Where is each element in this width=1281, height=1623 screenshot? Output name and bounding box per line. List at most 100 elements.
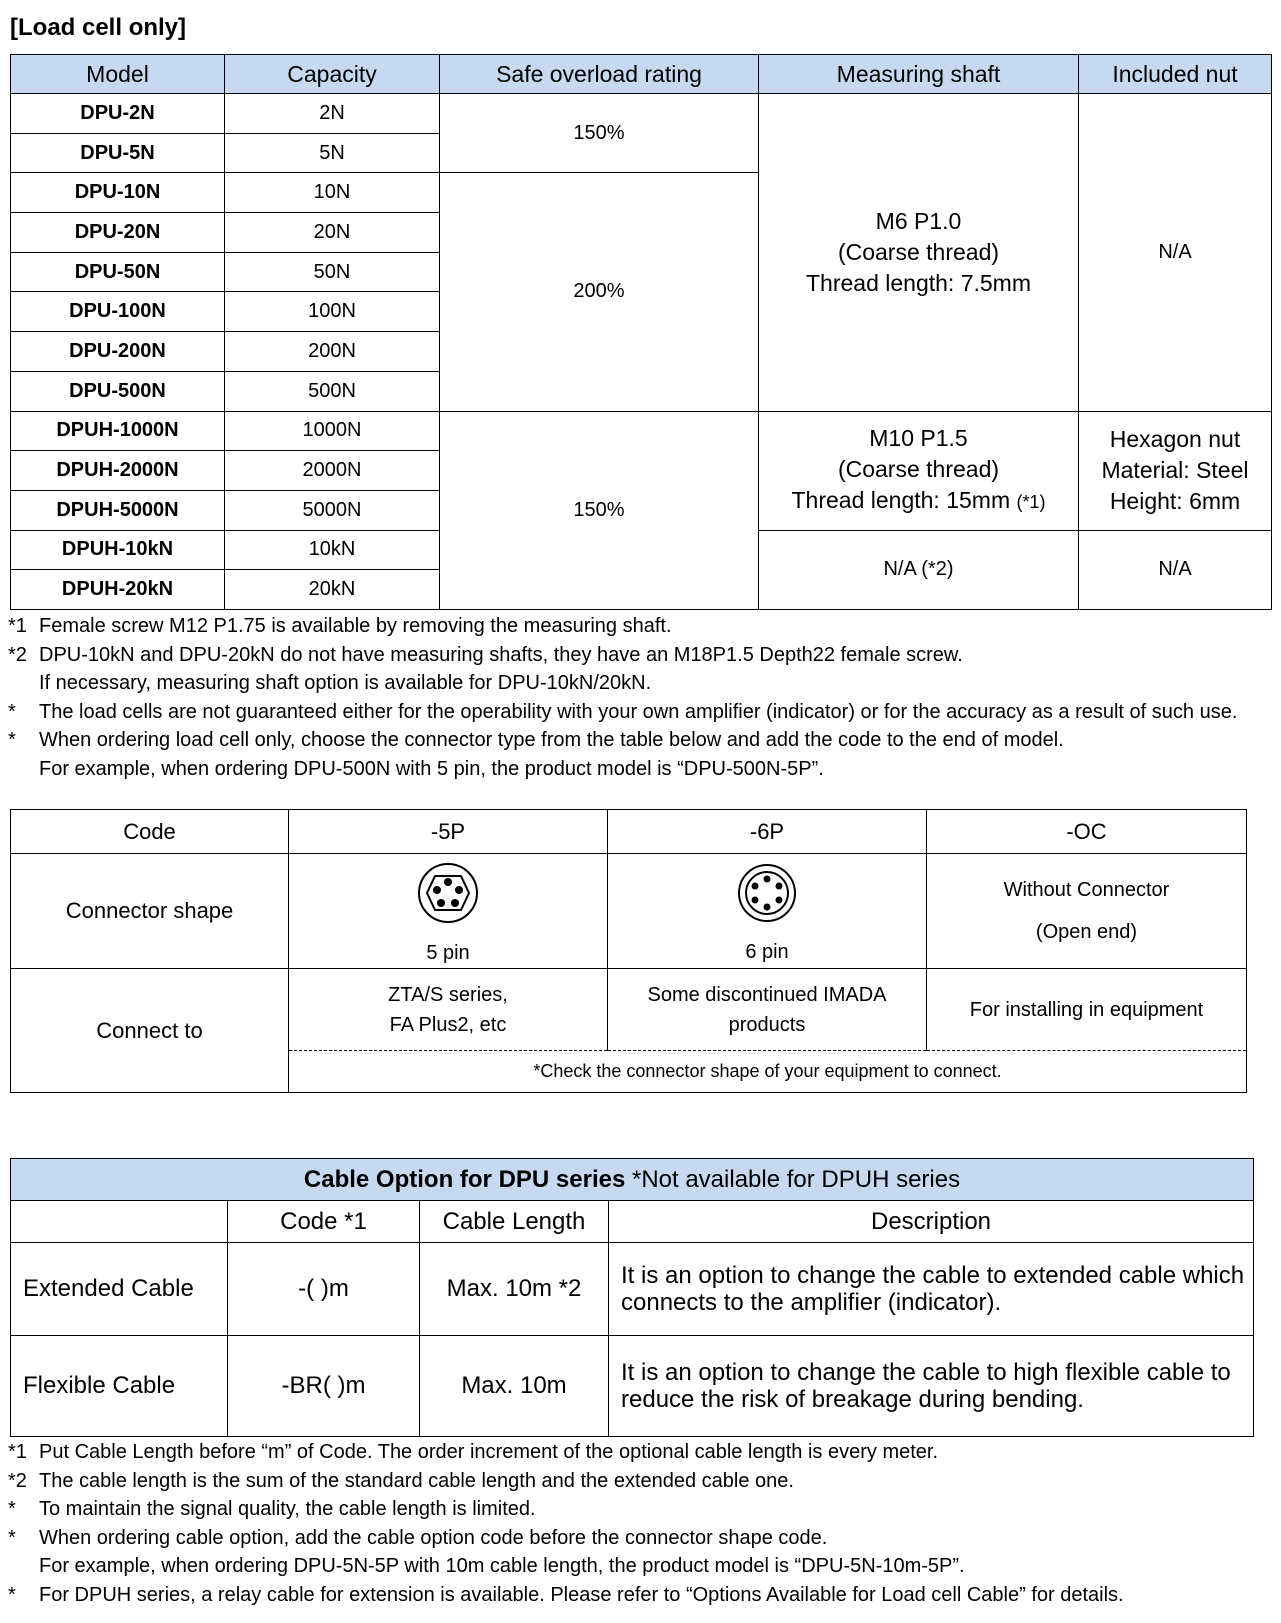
note-line: * The load cells are not guaranteed eithe… — [8, 698, 1237, 727]
note-mark: * — [8, 729, 16, 751]
col-header — [10, 1200, 228, 1243]
6-pin-label: 6 pin — [745, 941, 789, 963]
shape-oc-cell: Without Connector (Open end) — [926, 853, 1247, 969]
connect-label: Connect to — [10, 968, 289, 1093]
cable-option-table: Cable Option for DPU series *Not availab… — [9, 1158, 1255, 1437]
cable-name: Flexible Cable — [10, 1335, 228, 1437]
capacity-cell: 1000N — [224, 410, 440, 452]
5-pin-connector-icon — [418, 863, 478, 923]
overload-cell: 150% — [439, 410, 759, 610]
capacity-cell: 10N — [224, 172, 440, 214]
capacity-cell: 2000N — [224, 450, 440, 491]
table-row: DPU-5N 5N — [10, 132, 1272, 174]
cable-name: Extended Cable — [10, 1242, 228, 1336]
capacity-cell: 100N — [224, 291, 440, 333]
shaft-thread-length: Thread length: 15mm — [791, 487, 1011, 514]
note-mark: *2 — [8, 1469, 27, 1492]
note-line: *2 DPU-10kN and DPU-20kN do not have meas… — [8, 641, 1237, 670]
shape-label: Connector shape — [10, 853, 289, 969]
col-header: Description — [607, 1200, 1255, 1243]
note-text: When ordering cable option, add the cabl… — [39, 1526, 828, 1549]
model-cell: DPU-200N — [10, 331, 225, 372]
note-line: * When ordering load cell only, choose th… — [8, 726, 1237, 755]
note-line: * To maintain the signal quality, the cab… — [8, 1495, 1124, 1524]
code-oc: -OC — [926, 809, 1247, 854]
cable-code: -BR( )m — [227, 1335, 420, 1437]
table-row: DPU-200N 200N — [10, 331, 1272, 372]
nut-cell: N/A — [1078, 529, 1272, 610]
model-cell: DPUH-1000N — [10, 410, 225, 452]
table-row: DPU-10N 10N 200% — [10, 172, 1272, 412]
note-text: Female screw M12 P1.75 is available by r… — [39, 615, 672, 637]
note-text: The cable length is the sum of the stand… — [39, 1469, 794, 1492]
col-header: Model — [10, 54, 225, 94]
5-pin-label: 5 pin — [426, 942, 470, 964]
nut-cell: Hexagon nut Material: Steel Height: 6mm — [1078, 410, 1272, 531]
col-header: Included nut — [1078, 54, 1272, 94]
note-line: * For DPUH series, a relay cable for exte… — [8, 1581, 1124, 1610]
model-cell: DPUH-20kN — [10, 569, 225, 610]
code-label: Code — [10, 809, 289, 854]
code-row: Code -5P -6P -OC — [10, 809, 1247, 854]
connect-row: Connect to ZTA/S series, FA Plus2, etc So… — [10, 968, 1247, 1093]
oc-line2: (Open end) — [1035, 921, 1138, 943]
capacity-cell: 20N — [224, 212, 440, 253]
table-row: DPUH-10kN 10kN N/A (*2) N/A — [10, 529, 1272, 610]
table-row: DPU-20N 20N — [10, 212, 1272, 253]
note-mark: *1 — [8, 615, 27, 637]
connect-6p-cell: Some discontinued IMADA products — [607, 968, 927, 1051]
code-6p: -6P — [607, 809, 927, 854]
section-title: [Load cell only] — [10, 14, 187, 41]
note-line: For example, when ordering DPU-500N with… — [8, 755, 1237, 784]
col-header: Code *1 — [227, 1200, 420, 1243]
note-line: For example, when ordering DPU-5N-5P wit… — [8, 1552, 1124, 1581]
check-row: *Check the connector shape of your equip… — [11, 1050, 1247, 1093]
note-text: If necessary, measuring shaft option is … — [39, 672, 652, 694]
model-cell: DPU-500N — [10, 370, 225, 412]
nut-cell: N/A — [1078, 93, 1272, 412]
model-cell: DPU-5N — [10, 132, 225, 174]
note-mark: * — [8, 1498, 16, 1520]
table-row: DPU-50N 50N — [10, 251, 1272, 293]
check-note: *Check the connector shape of your equip… — [288, 1050, 1247, 1093]
table-row: Extended Cable -( )m Max. 10m *2 It is a… — [10, 1242, 1255, 1336]
code-5p: -5P — [288, 809, 608, 854]
shaft-line: M10 P1.5 — [869, 425, 968, 452]
table-header-row: Code *1 Cable Length Description — [10, 1200, 1255, 1243]
model-cell: DPU-100N — [10, 291, 225, 333]
title-row: Cable Option for DPU series *Not availab… — [9, 1158, 1255, 1201]
notes-cable: *1 Put Cable Length before “m” of Code. T… — [8, 1438, 1124, 1609]
capacity-cell: 5N — [224, 132, 440, 174]
model-cell: DPU-20N — [10, 212, 225, 253]
table-row: DPU-500N 500N — [10, 370, 1272, 412]
cable-desc: It is an option to change the cable to e… — [607, 1242, 1255, 1336]
note-mark: * — [8, 700, 16, 723]
col-header: Measuring shaft — [758, 54, 1079, 94]
model-cell: DPU-10N — [10, 172, 225, 214]
capacity-cell: 10kN — [224, 529, 440, 571]
capacity-cell: 200N — [224, 331, 440, 372]
6-pin-connector-icon — [738, 864, 796, 922]
shaft-line: M6 P1.0 — [875, 207, 962, 234]
overload-cell: 200% — [439, 172, 759, 412]
cable-code: -( )m — [227, 1242, 420, 1336]
table-row: DPU-2N 2N 150% M6 P1.0 (Coarse thread) Thread… — [10, 92, 1272, 412]
cable-length: Max. 10m *2 — [419, 1242, 609, 1336]
note-text: For example, when ordering DPU-5N-5P wit… — [39, 1555, 965, 1577]
connect-oc: For installing in equipment — [926, 968, 1247, 1051]
shaft-cell: M10 P1.5 (Coarse thread) Thread length: 15… — [758, 410, 1079, 531]
table-row: Flexible Cable -BR( )m Max. 10m It is an… — [10, 1335, 1255, 1437]
connect-6p-line1: Some discontinued IMADA — [647, 983, 887, 1006]
model-cell: DPU-50N — [10, 251, 225, 293]
shaft-line: (Coarse thread) — [837, 238, 1000, 265]
note-text: Put Cable Length before “m” of Code. The… — [39, 1441, 939, 1463]
oc-line1: Without Connector — [1003, 879, 1170, 901]
connector-table: Code -5P -6P -OC Connector shape 5 pin 6… — [10, 809, 1247, 1093]
nut-line: Height: 6mm — [1109, 488, 1241, 515]
col-header: Cable Length — [419, 1200, 609, 1243]
note-mark: * — [8, 1526, 16, 1549]
shape-6p-cell: 6 pin — [607, 853, 927, 969]
note-text: For example, when ordering DPU-500N with… — [39, 757, 824, 780]
model-cell: DPUH-5000N — [10, 489, 225, 531]
nut-line: Material: Steel — [1101, 457, 1249, 484]
